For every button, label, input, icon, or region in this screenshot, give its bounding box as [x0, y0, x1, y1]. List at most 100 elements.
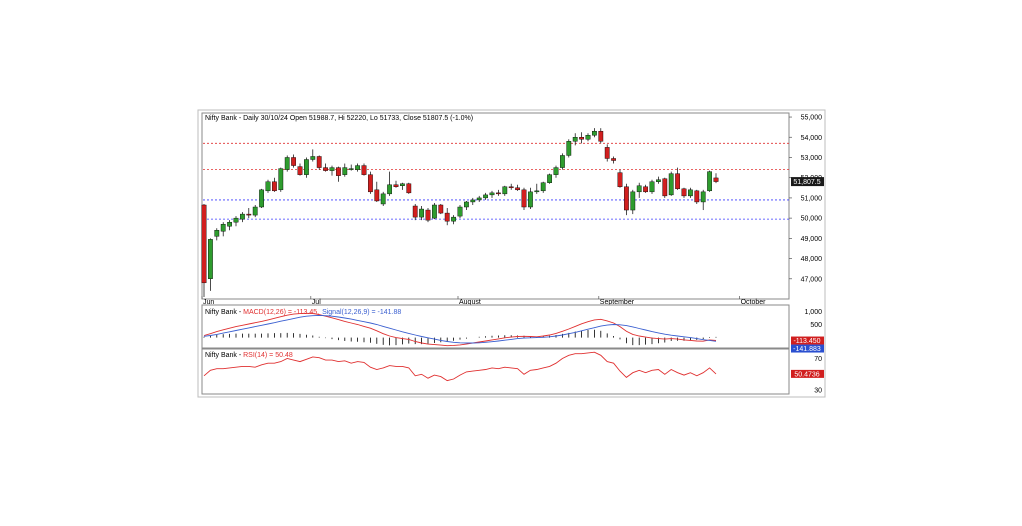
candle-body	[662, 178, 668, 197]
price-panel-frame	[201, 112, 790, 300]
candle-body	[310, 156, 316, 160]
candle-body	[342, 167, 348, 175]
candle-body	[566, 141, 572, 156]
candle-body	[291, 157, 296, 166]
candle-body	[444, 212, 450, 222]
signal-value-tag: -141.883	[791, 344, 824, 353]
price-y-tick-label: 54,000	[801, 135, 823, 142]
macd-value-tag: -113.450	[791, 336, 824, 345]
candle-body	[348, 168, 354, 170]
candle-body	[540, 182, 546, 192]
rsi-legend: Nifty Bank - RSI(14) = 50.48	[205, 352, 293, 359]
macd-y-tick-label: 500	[810, 322, 822, 329]
signal-value-tag-box	[791, 344, 824, 353]
last-price-tag-box	[791, 177, 824, 187]
candle-body	[207, 239, 213, 279]
candle-body	[508, 186, 514, 189]
candle-body	[528, 191, 533, 208]
candle-body	[572, 137, 578, 142]
candle-body	[361, 165, 367, 175]
candle-body	[694, 190, 700, 203]
candle-body	[278, 168, 284, 191]
rsi-value-tag-label: 50.4736	[794, 371, 819, 378]
candle-body	[713, 177, 719, 182]
candle-body	[259, 189, 264, 208]
price-y-tick-label: 55,000	[801, 115, 823, 122]
price-y-tick-label: 48,000	[801, 256, 823, 263]
candle-body	[553, 167, 559, 175]
candle-body	[220, 223, 226, 232]
candle-body	[432, 204, 437, 219]
candle-body	[707, 171, 713, 192]
macd-panel: 1,000 500 Nifty Bank - MACD(12,26) = -113…	[201, 304, 824, 353]
candle-body	[316, 156, 322, 168]
candle-body	[700, 191, 706, 203]
candle-body	[246, 213, 252, 216]
candle-body	[668, 173, 674, 196]
candle-body	[534, 190, 540, 193]
rsi-y-axis: 70 30	[814, 356, 822, 395]
candle-body	[592, 130, 597, 136]
candle-body	[643, 186, 649, 193]
candle-body	[560, 155, 565, 168]
price-x-tick-label: Jun	[203, 299, 214, 306]
candle-body	[451, 216, 456, 222]
candle-body	[393, 184, 399, 187]
candle-body	[233, 217, 239, 223]
signal-value-tag-label: -141.883	[793, 346, 821, 353]
candle-body	[406, 183, 412, 194]
candle-body	[502, 186, 508, 195]
candle-body	[252, 206, 258, 216]
candle-body	[227, 221, 232, 227]
candle-body	[681, 188, 687, 197]
candle-body	[470, 199, 476, 203]
candle-body	[368, 174, 373, 193]
price-candles	[201, 128, 719, 297]
candle-body	[675, 173, 681, 190]
price-x-tick-label: October	[741, 299, 767, 306]
macd-y-axis: 1,000 500	[804, 309, 822, 329]
rsi-y-tick-label: 70	[814, 356, 822, 363]
price-y-tick-label: 51,000	[801, 195, 823, 202]
price-panel: 47,00048,00049,00050,00051,00052,00053,0…	[201, 112, 824, 306]
candle-body	[464, 201, 469, 208]
candle-body	[284, 157, 290, 170]
macd-line	[203, 312, 717, 347]
rsi-panel: 70 30 Nifty Bank - RSI(14) = 50.48 50.473…	[201, 348, 824, 395]
signal-line	[203, 314, 717, 344]
candle-body	[201, 204, 207, 284]
rsi-y-tick-label: 30	[814, 388, 822, 395]
macd-legend: Nifty Bank - MACD(12,26) = -113.45, Signa…	[205, 309, 401, 316]
price-chart-title: Nifty Bank - Daily 30/10/24 Open 51988.7…	[205, 115, 473, 122]
macd-legend-signal: Signal(12,26,9) = -141.88	[322, 309, 401, 316]
price-x-axis: Jun Jul August September October	[201, 296, 767, 306]
candle-body	[412, 205, 418, 218]
candle-body	[585, 135, 591, 140]
price-y-tick-label: 53,000	[801, 155, 823, 162]
candle-body	[649, 181, 655, 193]
candle-body	[688, 189, 693, 197]
candle-body	[336, 167, 341, 176]
candle-body	[272, 181, 277, 192]
candle-body	[374, 189, 380, 202]
candle-body	[624, 186, 629, 211]
candle-body	[457, 206, 463, 217]
candle-body	[400, 183, 405, 186]
candle-body	[617, 172, 623, 187]
rsi-legend-prefix: Nifty Bank -	[205, 352, 243, 359]
last-price-tag: 51,807.5	[791, 177, 824, 187]
candle-body	[521, 189, 527, 208]
rsi-line	[203, 351, 717, 382]
candle-body	[304, 159, 309, 175]
candle-body	[425, 209, 431, 221]
candle-body	[438, 204, 444, 214]
rsi-panel-frame	[201, 348, 790, 395]
candle-body	[355, 165, 360, 170]
candle-body	[483, 194, 488, 199]
candle-body	[636, 185, 642, 193]
candle-body	[214, 230, 220, 237]
candle-body	[656, 179, 661, 182]
rsi-value-tag-box	[791, 369, 824, 378]
